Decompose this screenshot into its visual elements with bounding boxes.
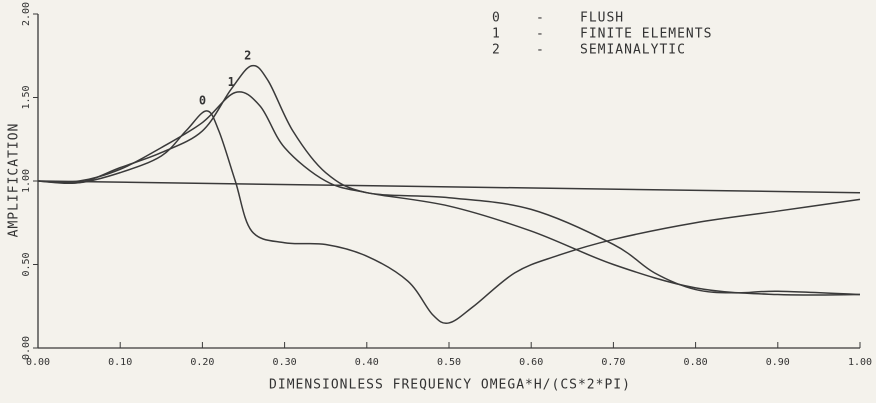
x-tick-label: 1.00 bbox=[848, 357, 872, 368]
reference-line bbox=[37, 180, 861, 194]
y-tick-label: 0.50 bbox=[21, 252, 32, 276]
x-axis-label: DIMENSIONLESS FREQUENCY OMEGA*H/(CS*2*PI… bbox=[269, 378, 631, 393]
series-line bbox=[37, 110, 861, 325]
curve-label: 2 bbox=[244, 48, 251, 62]
x-tick-label: 0.10 bbox=[108, 357, 132, 368]
x-tick-label: 0.30 bbox=[273, 357, 297, 368]
x-tick-label: 0.70 bbox=[601, 357, 625, 368]
x-tick-label: 0.20 bbox=[190, 357, 214, 368]
legend-separator: - bbox=[536, 11, 545, 26]
legend-id: 0 bbox=[492, 11, 501, 26]
series-line bbox=[37, 64, 861, 296]
curve-label: 0 bbox=[199, 93, 206, 107]
x-tick-label: 0.00 bbox=[26, 357, 50, 368]
y-tick-label: 1.50 bbox=[21, 85, 32, 109]
legend-label: FLUSH bbox=[580, 11, 624, 26]
curve-label: 1 bbox=[228, 75, 235, 89]
legend-separator: - bbox=[536, 27, 545, 42]
x-tick-label: 0.40 bbox=[355, 357, 379, 368]
y-tick-label: 2.00 bbox=[21, 2, 32, 26]
legend-label: FINITE ELEMENTS bbox=[580, 27, 712, 42]
legend-separator: - bbox=[536, 43, 545, 58]
x-tick-label: 0.60 bbox=[519, 357, 543, 368]
y-tick-label: 0.00 bbox=[21, 336, 32, 360]
legend-id: 2 bbox=[492, 43, 501, 58]
x-tick-label: 0.90 bbox=[766, 357, 790, 368]
legend-label: SEMIANALYTIC bbox=[580, 43, 686, 58]
x-tick-label: 0.80 bbox=[684, 357, 708, 368]
y-axis-label: AMPLIFICATION bbox=[7, 123, 22, 238]
legend-id: 1 bbox=[492, 27, 501, 42]
y-tick-label: 1.00 bbox=[21, 169, 32, 193]
x-tick-label: 0.50 bbox=[437, 357, 461, 368]
series-line bbox=[37, 91, 861, 296]
